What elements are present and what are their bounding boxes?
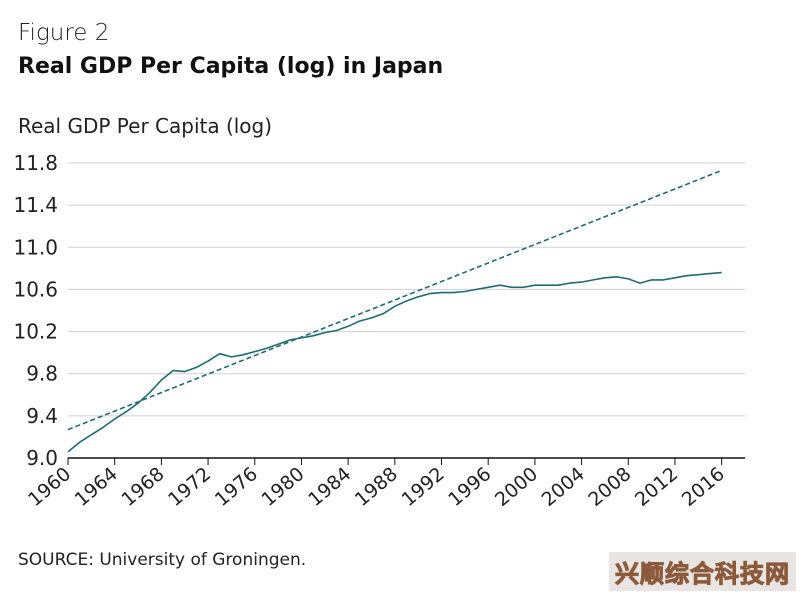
chart-title: Real GDP Per Capita (log) in Japan [18,54,444,79]
grid-lines [68,162,745,417]
x-tick-label: 1968 [117,463,168,511]
source-note: SOURCE: University of Groningen. [18,550,307,570]
y-tick-label: 9.0 [26,446,58,470]
y-axis-label: Real GDP Per Capita (log) [18,114,272,138]
x-tick-label: 1976 [211,463,262,511]
y-tick-label: 11.0 [13,235,58,259]
y-tick-label: 11.8 [13,151,58,175]
axes [67,457,745,465]
x-tick-label: 1972 [164,463,215,511]
y-tick-label: 11.4 [13,193,58,217]
x-tick-label: 2016 [678,463,729,511]
x-tick-label: 1960 [24,463,75,511]
x-tick-label: 2008 [584,463,635,511]
gdp-line [67,271,722,453]
x-tick-label: 1992 [398,463,449,511]
x-tick-label: 1988 [351,463,402,511]
watermark-logo: 兴顺综合科技网 [609,552,796,591]
x-tick-label: 1996 [444,463,495,511]
x-tick-label: 1984 [304,463,355,511]
figure-label: Figure 2 [18,20,110,46]
x-tick-label: 1980 [257,463,308,511]
x-tick-label: 2012 [631,463,682,511]
y-tick-label: 9.8 [26,362,58,386]
trend-line [67,169,722,431]
y-tick-label: 10.6 [13,277,58,301]
y-tick-labels: 9.0 9.4 9.8 10.2 10.6 11.0 11.4 11.8 [13,151,58,470]
y-tick-label: 9.4 [26,404,58,428]
x-tick-labels: 1960196419681972197619801984198819921996… [24,463,729,511]
series-lines [67,169,722,453]
x-tick-label: 2000 [491,463,542,511]
x-tick-label: 1964 [71,463,122,511]
x-tick-label: 2004 [538,463,589,511]
y-tick-label: 10.2 [13,320,58,344]
